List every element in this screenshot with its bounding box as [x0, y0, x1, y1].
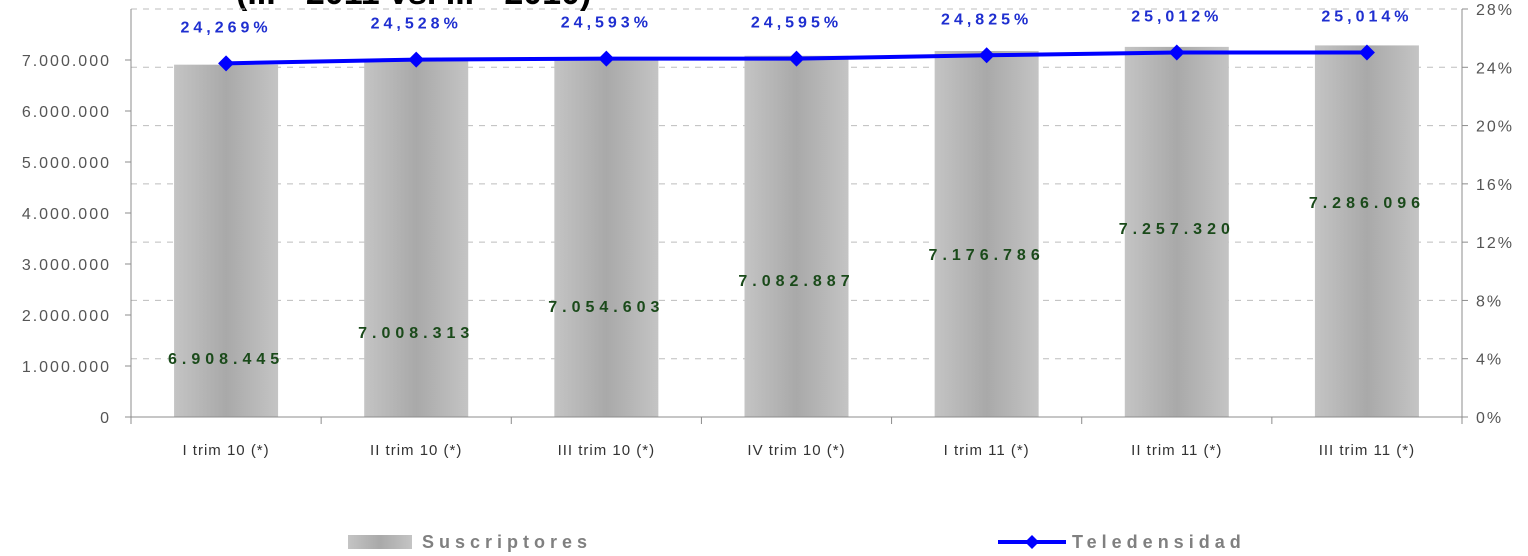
legend-swatch-teledensidad-marker — [1025, 535, 1039, 549]
legend-label-teledensidad: Teledensidad — [1072, 532, 1246, 552]
bar-value-label: 6.908.445 — [168, 351, 284, 368]
line-value-label: 24,595% — [751, 15, 842, 32]
y-right-tick-label: 8% — [1476, 293, 1503, 310]
y-right-tick-label: 16% — [1476, 177, 1514, 194]
x-tick-label: I trim 10 (*) — [182, 442, 269, 459]
y-right-tick-label: 20% — [1476, 119, 1514, 136]
line-point-marker — [788, 50, 805, 67]
line-value-label: 25,012% — [1131, 9, 1222, 26]
data-labels: 6.908.445 7.008.313 7.054.603 7.082.887 7.17… — [168, 9, 1425, 368]
y-right-tick-label: 24% — [1476, 60, 1514, 77]
chart-title-fragment: (III - 2011 vs. III - 2010) — [236, 0, 591, 12]
y-left-tick-label: 6.000.000 — [22, 104, 111, 121]
x-tick-label: III trim 10 (*) — [558, 442, 656, 459]
y-left-tick-label: 2.000.000 — [22, 308, 111, 325]
bar — [554, 57, 659, 418]
y-right-tick-label: 0% — [1476, 410, 1503, 427]
bar — [1314, 45, 1419, 417]
line-value-label: 24,825% — [941, 11, 1032, 28]
legend-swatch-suscriptores — [348, 535, 412, 549]
y-left-tick-label: 3.000.000 — [22, 257, 111, 274]
line-series — [218, 44, 1375, 72]
y-left-tick-label: 1.000.000 — [22, 359, 111, 376]
line-value-label: 24,528% — [371, 16, 462, 33]
line-point-marker — [978, 47, 995, 64]
bar-value-label: 7.176.786 — [929, 247, 1045, 264]
legend-label-suscriptores: Suscriptores — [422, 532, 592, 552]
bar-value-label: 7.082.887 — [738, 273, 854, 290]
y-right-tick-label: 28% — [1476, 2, 1514, 19]
y-left-tick-label: 4.000.000 — [22, 206, 111, 223]
legend: Suscriptores Teledensidad — [348, 532, 1246, 552]
x-tick-label: II trim 10 (*) — [370, 442, 462, 459]
line-value-label: 25,014% — [1321, 9, 1412, 26]
line-point-marker — [598, 50, 615, 67]
y-right-tick-label: 12% — [1476, 235, 1514, 252]
y-right-tick-label: 4% — [1476, 352, 1503, 369]
y-left-tick-label: 5.000.000 — [22, 155, 111, 172]
bar — [744, 55, 849, 417]
line-value-label: 24,269% — [180, 19, 271, 36]
bar-value-label: 7.008.313 — [358, 325, 474, 342]
line-point-marker — [1358, 44, 1375, 61]
x-tick-label: IV trim 10 (*) — [747, 442, 845, 459]
x-tick-label: I trim 11 (*) — [944, 442, 1030, 459]
line-point-marker — [218, 55, 235, 72]
y-left-tick-label: 7.000.000 — [22, 53, 111, 70]
bar-value-label: 7.054.603 — [548, 299, 664, 316]
axes: 0 1.000.000 2.000.000 3.000.000 4.000.000 5.0… — [22, 2, 1514, 459]
bar — [174, 64, 279, 417]
line-value-label: 24,593% — [561, 15, 652, 32]
x-tick-label: III trim 11 (*) — [1319, 442, 1415, 459]
bar-value-label: 7.257.320 — [1119, 221, 1235, 238]
y-left-tick-label: 0 — [100, 410, 111, 427]
bar-value-label: 7.286.096 — [1309, 195, 1425, 212]
line-point-marker — [1168, 44, 1185, 61]
bar — [364, 59, 469, 417]
x-tick-label: II trim 11 (*) — [1131, 442, 1222, 459]
line-point-marker — [408, 51, 425, 68]
bar — [934, 50, 1039, 417]
bar — [1124, 46, 1229, 417]
bar-series — [174, 45, 1419, 418]
